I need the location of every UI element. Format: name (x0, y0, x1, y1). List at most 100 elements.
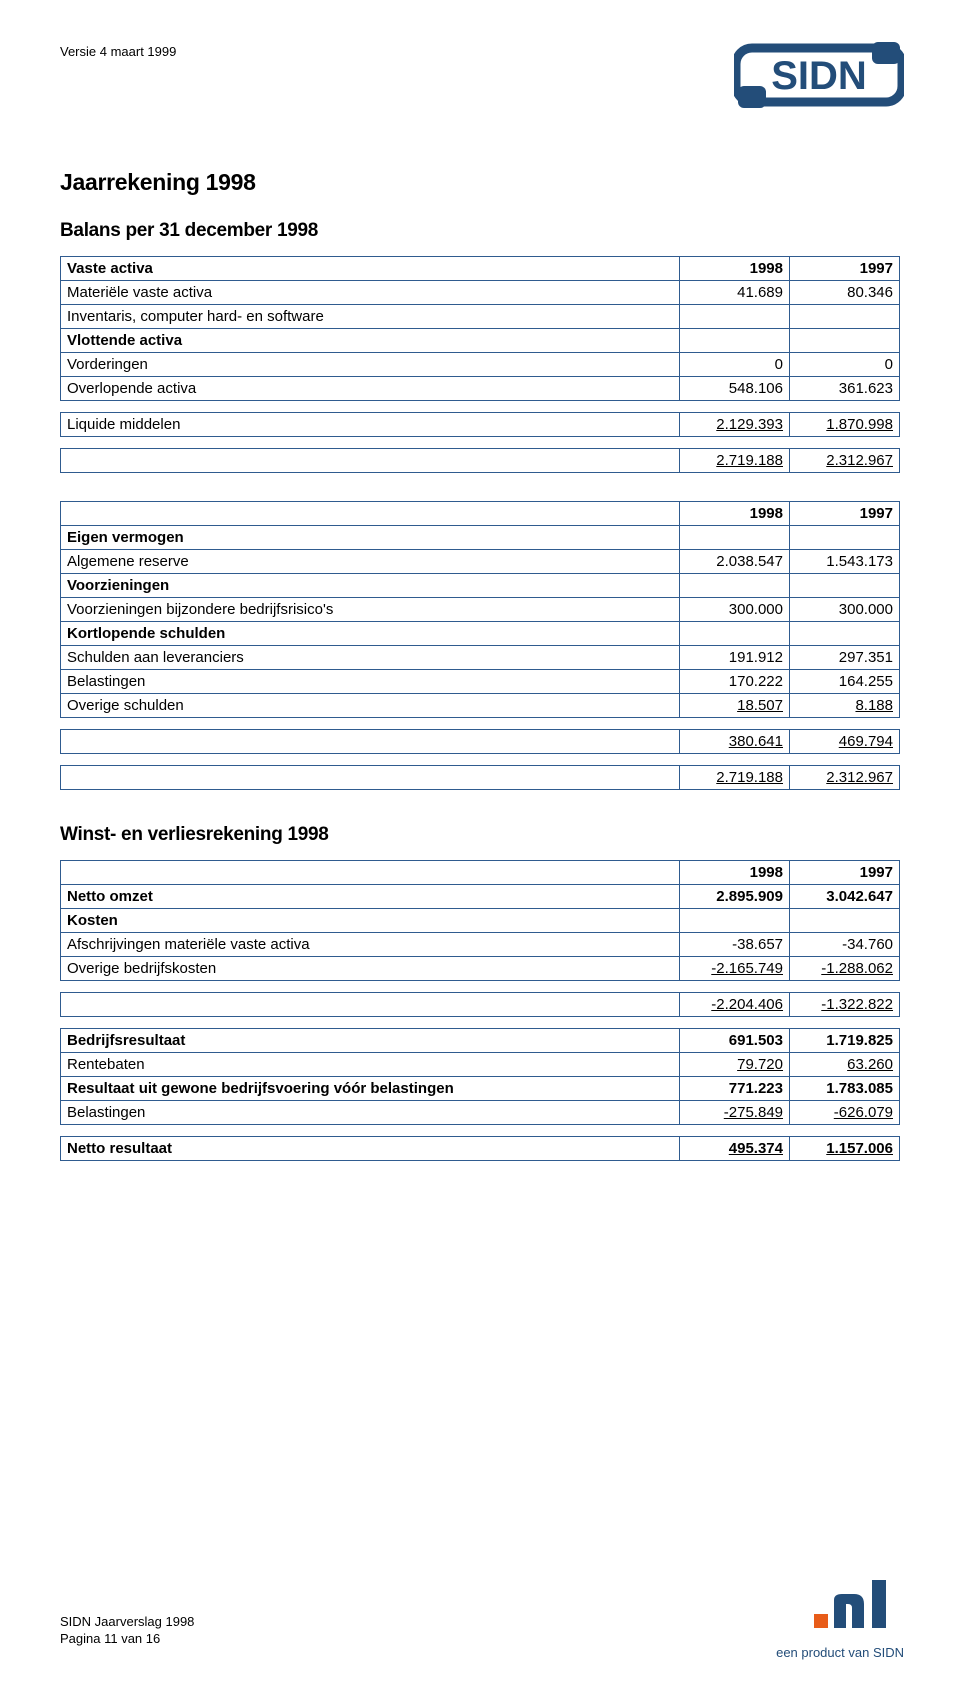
row-label (61, 730, 680, 754)
row-value: 1997 (790, 257, 900, 281)
row-label: Overige schulden (61, 694, 680, 718)
row-value (790, 305, 900, 329)
row-value: -2.204.406 (680, 993, 790, 1017)
row-value: 1998 (680, 502, 790, 526)
page-footer: SIDN Jaarverslag 1998 Pagina 11 van 16 (60, 1613, 194, 1648)
row-value: 1.719.825 (790, 1029, 900, 1053)
row-value: -1.288.062 (790, 957, 900, 981)
row-value: 1.543.173 (790, 550, 900, 574)
row-value (680, 305, 790, 329)
row-value: 63.260 (790, 1053, 900, 1077)
row-value: 79.720 (680, 1053, 790, 1077)
row-value: -2.165.749 (680, 957, 790, 981)
row-value: 1997 (790, 861, 900, 885)
row-value: 2.312.967 (790, 766, 900, 790)
row-label: Overlopende activa (61, 377, 680, 401)
row-label: Algemene reserve (61, 550, 680, 574)
row-value: 2.719.188 (680, 766, 790, 790)
row-value: -34.760 (790, 933, 900, 957)
row-label (61, 861, 680, 885)
row-value: 495.374 (680, 1137, 790, 1161)
row-label: Liquide middelen (61, 413, 680, 437)
row-value: 1997 (790, 502, 900, 526)
sidn-logo: SIDN (734, 32, 904, 123)
row-value: 2.895.909 (680, 885, 790, 909)
row-value: 1998 (680, 861, 790, 885)
nl-logo: een product van SIDN (776, 1580, 904, 1660)
row-label: Bedrijfsresultaat (61, 1029, 680, 1053)
row-value: 41.689 (680, 281, 790, 305)
footer-line-1: SIDN Jaarverslag 1998 (60, 1613, 194, 1631)
row-label: Netto resultaat (61, 1137, 680, 1161)
row-label: Belastingen (61, 1101, 680, 1125)
row-label: Overige bedrijfskosten (61, 957, 680, 981)
row-label: Inventaris, computer hard- en software (61, 305, 680, 329)
row-value (680, 574, 790, 598)
table-balans-activa: Vaste activa19981997 Materiële vaste acti… (60, 256, 900, 473)
row-value: -38.657 (680, 933, 790, 957)
page-content: Versie 4 maart 1999 Jaarrekening 1998 Ba… (0, 0, 960, 1229)
row-label: Eigen vermogen (61, 526, 680, 550)
row-value: 1.870.998 (790, 413, 900, 437)
row-label: Vaste activa (61, 257, 680, 281)
logo-text: SIDN (771, 54, 867, 98)
row-value: 2.719.188 (680, 449, 790, 473)
row-value: 300.000 (680, 598, 790, 622)
row-value (680, 329, 790, 353)
row-value (790, 574, 900, 598)
row-value: -1.322.822 (790, 993, 900, 1017)
row-value: 0 (790, 353, 900, 377)
row-label: Vlottende activa (61, 329, 680, 353)
row-value: 380.641 (680, 730, 790, 754)
row-value: 170.222 (680, 670, 790, 694)
row-value: 361.623 (790, 377, 900, 401)
section-balans-title: Balans per 31 december 1998 (60, 220, 900, 242)
row-value: 1.783.085 (790, 1077, 900, 1101)
row-value (790, 329, 900, 353)
row-label: Rentebaten (61, 1053, 680, 1077)
row-value: 2.312.967 (790, 449, 900, 473)
row-label: Belastingen (61, 670, 680, 694)
row-value (680, 622, 790, 646)
row-label (61, 766, 680, 790)
row-label: Kosten (61, 909, 680, 933)
row-value: 3.042.647 (790, 885, 900, 909)
row-label: Voorzieningen bijzondere bedrijfsrisico'… (61, 598, 680, 622)
row-value (790, 526, 900, 550)
row-label: Voorzieningen (61, 574, 680, 598)
row-label: Kortlopende schulden (61, 622, 680, 646)
table-winst-verlies: 19981997 Netto omzet2.895.9093.042.647 Kos… (60, 860, 900, 1161)
row-label: Vorderingen (61, 353, 680, 377)
row-value: 164.255 (790, 670, 900, 694)
row-value: 2.129.393 (680, 413, 790, 437)
row-label: Resultaat uit gewone bedrijfsvoering vóó… (61, 1077, 680, 1101)
nl-tagline: een product van SIDN (776, 1645, 904, 1660)
row-value (790, 622, 900, 646)
row-label (61, 502, 680, 526)
row-value: 1998 (680, 257, 790, 281)
row-label: Afschrijvingen materiële vaste activa (61, 933, 680, 957)
row-value: 691.503 (680, 1029, 790, 1053)
row-label: Netto omzet (61, 885, 680, 909)
row-label: Materiële vaste activa (61, 281, 680, 305)
row-value: -275.849 (680, 1101, 790, 1125)
row-value: 8.188 (790, 694, 900, 718)
row-value: 80.346 (790, 281, 900, 305)
table-balans-passiva: 19981997Eigen vermogenAlgemene reserve2.… (60, 501, 900, 790)
row-label: Schulden aan leveranciers (61, 646, 680, 670)
row-value (680, 909, 790, 933)
row-value: 1.157.006 (790, 1137, 900, 1161)
page-title: Jaarrekening 1998 (60, 169, 900, 196)
row-value: 191.912 (680, 646, 790, 670)
row-value: 297.351 (790, 646, 900, 670)
row-label (61, 449, 680, 473)
section-wv-title: Winst- en verliesrekening 1998 (60, 824, 900, 846)
row-label (61, 993, 680, 1017)
row-value: 2.038.547 (680, 550, 790, 574)
row-value: 469.794 (790, 730, 900, 754)
row-value: 300.000 (790, 598, 900, 622)
row-value (790, 909, 900, 933)
row-value: 18.507 (680, 694, 790, 718)
row-value: 548.106 (680, 377, 790, 401)
row-value: 771.223 (680, 1077, 790, 1101)
